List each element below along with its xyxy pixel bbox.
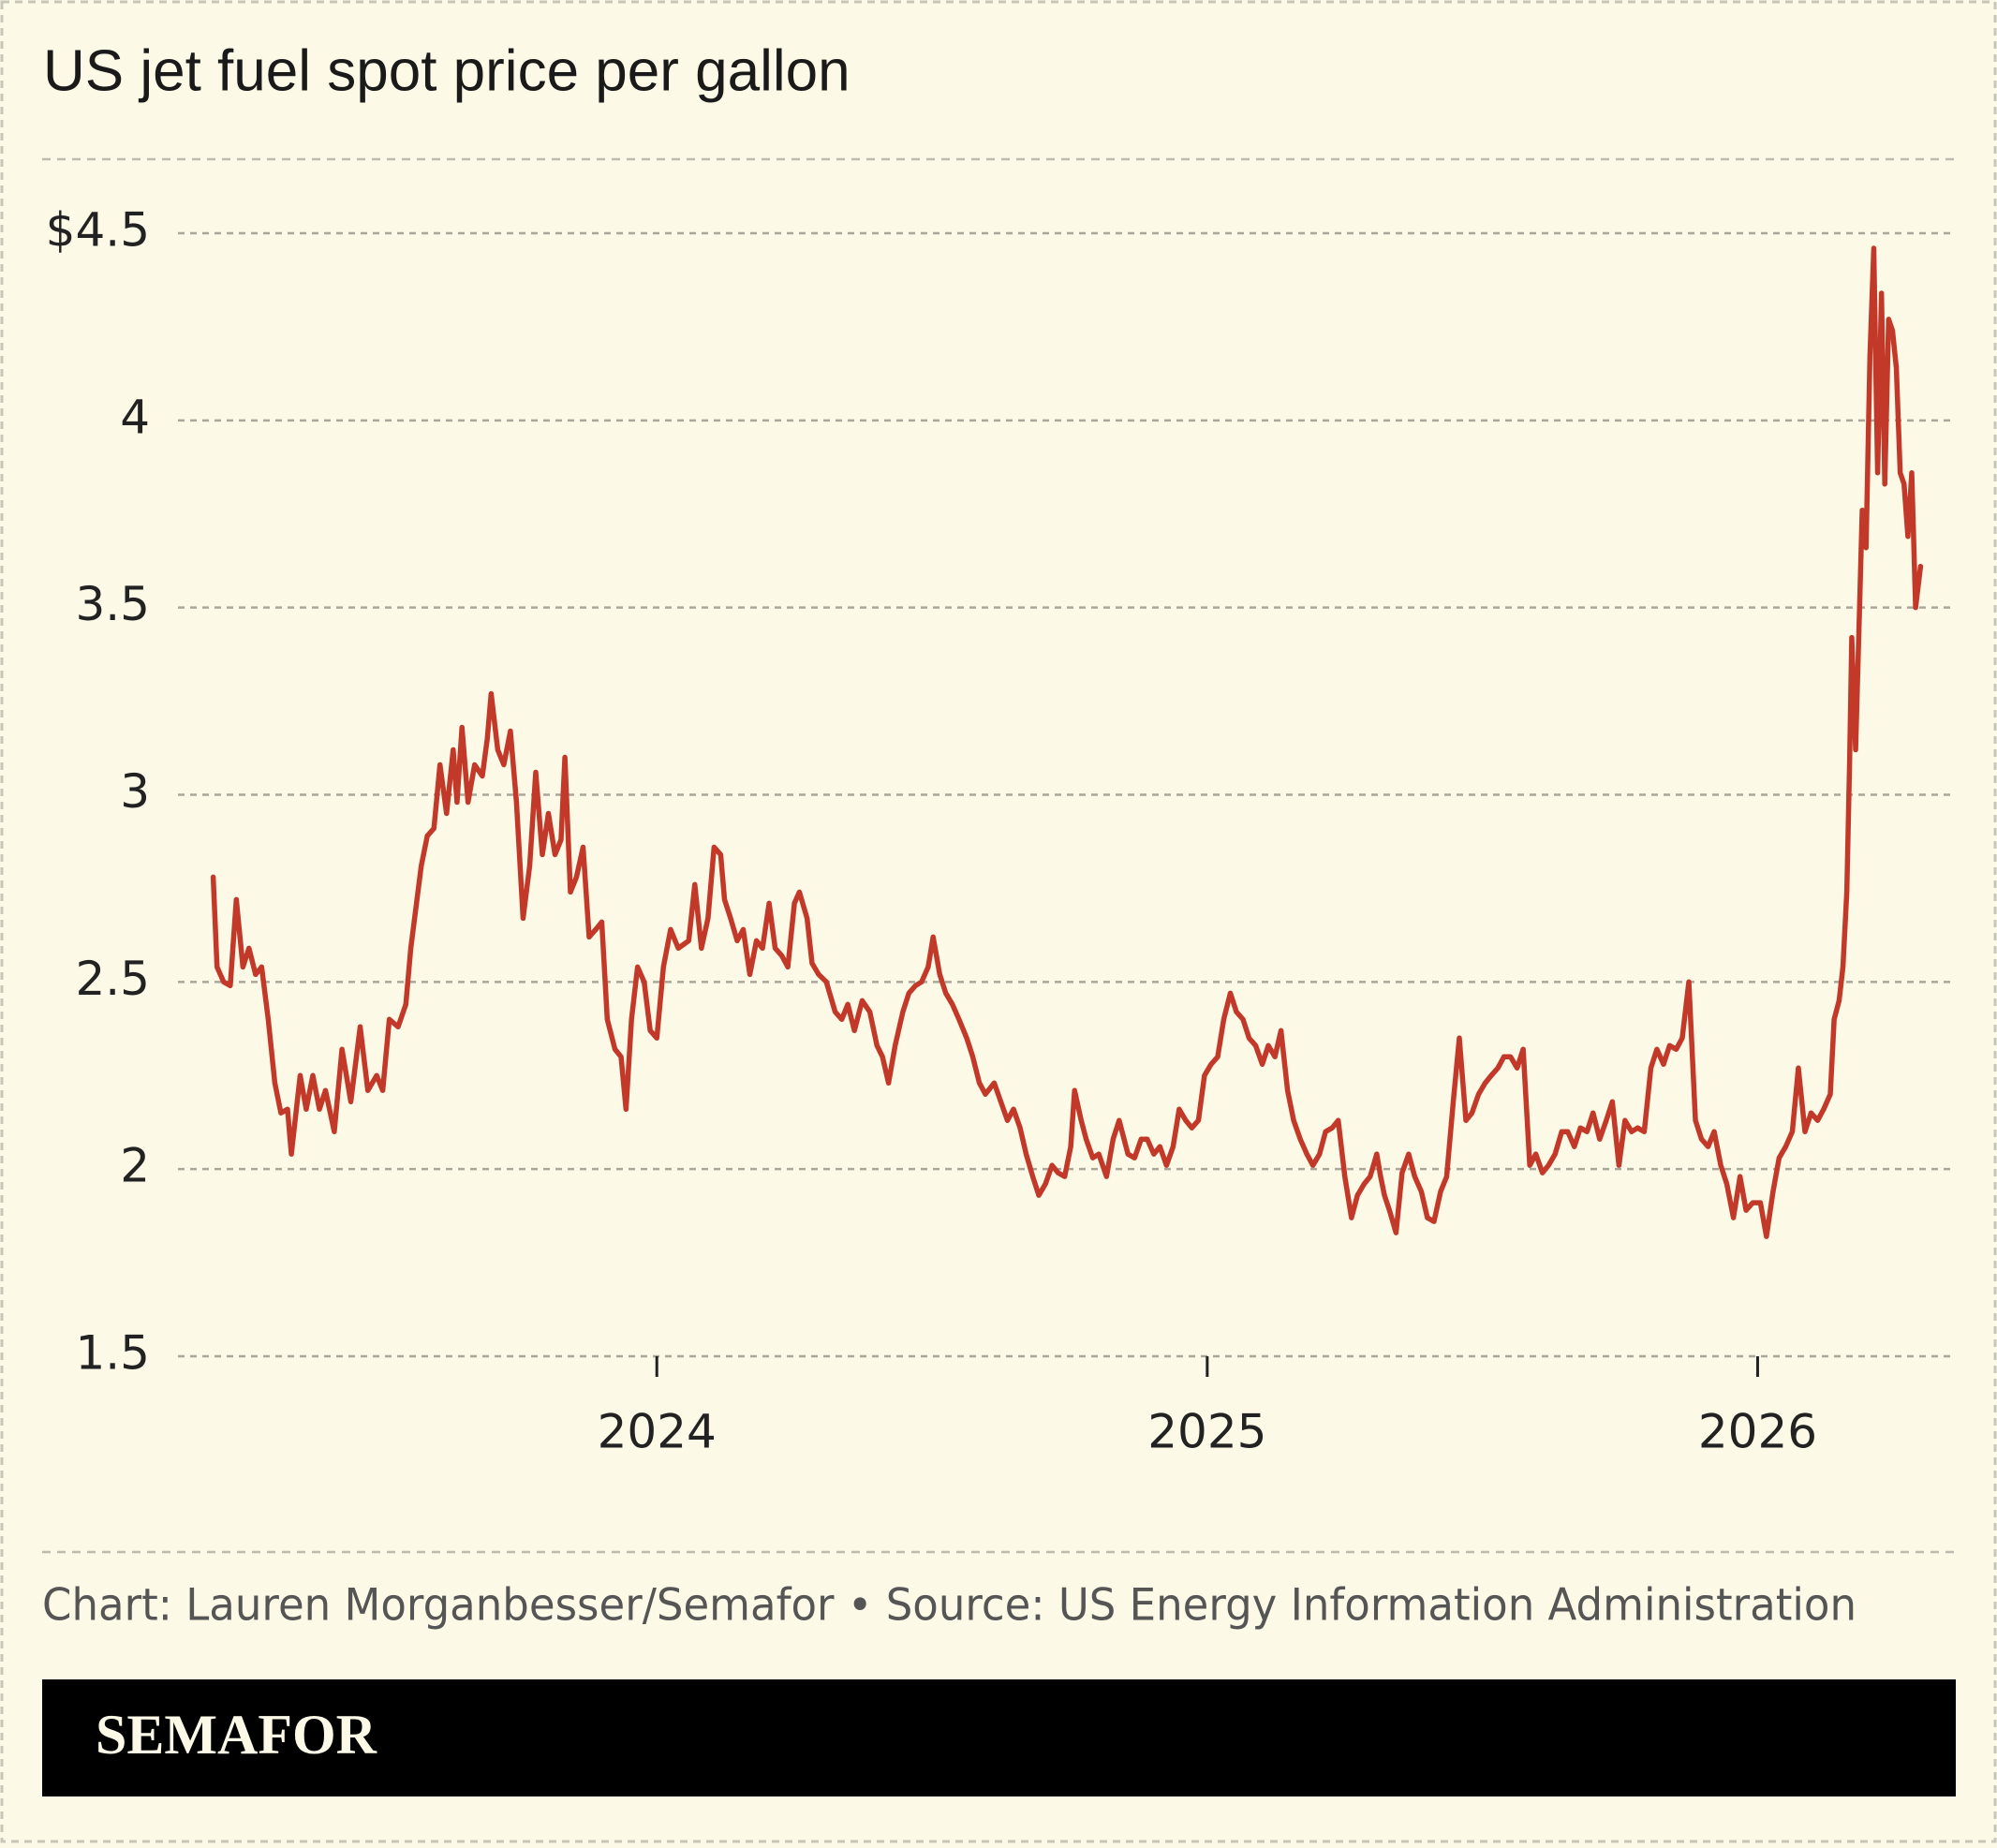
x-tick-label: 2026 (1698, 1405, 1817, 1459)
y-tick-label: 2.5 (75, 952, 150, 1006)
x-tick-label: 2024 (598, 1405, 717, 1459)
source-note: Chart: Lauren Morganbesser/Semafor • Sou… (42, 1580, 1856, 1632)
chart-title: US jet fuel spot price per gallon (43, 38, 851, 103)
y-tick-label: 1.5 (75, 1326, 150, 1381)
price-line (210, 245, 1924, 1239)
x-tick-label: 2025 (1147, 1405, 1266, 1459)
y-tick-label: 4 (120, 390, 150, 444)
y-tick-label: 3 (120, 764, 150, 819)
brand-bar (42, 1679, 1956, 1796)
y-tick-label: 3.5 (75, 577, 150, 631)
brand-logo: SEMAFOR (96, 1704, 377, 1766)
y-tick-label: 2 (120, 1139, 150, 1193)
y-tick-label: $4.5 (46, 203, 150, 258)
